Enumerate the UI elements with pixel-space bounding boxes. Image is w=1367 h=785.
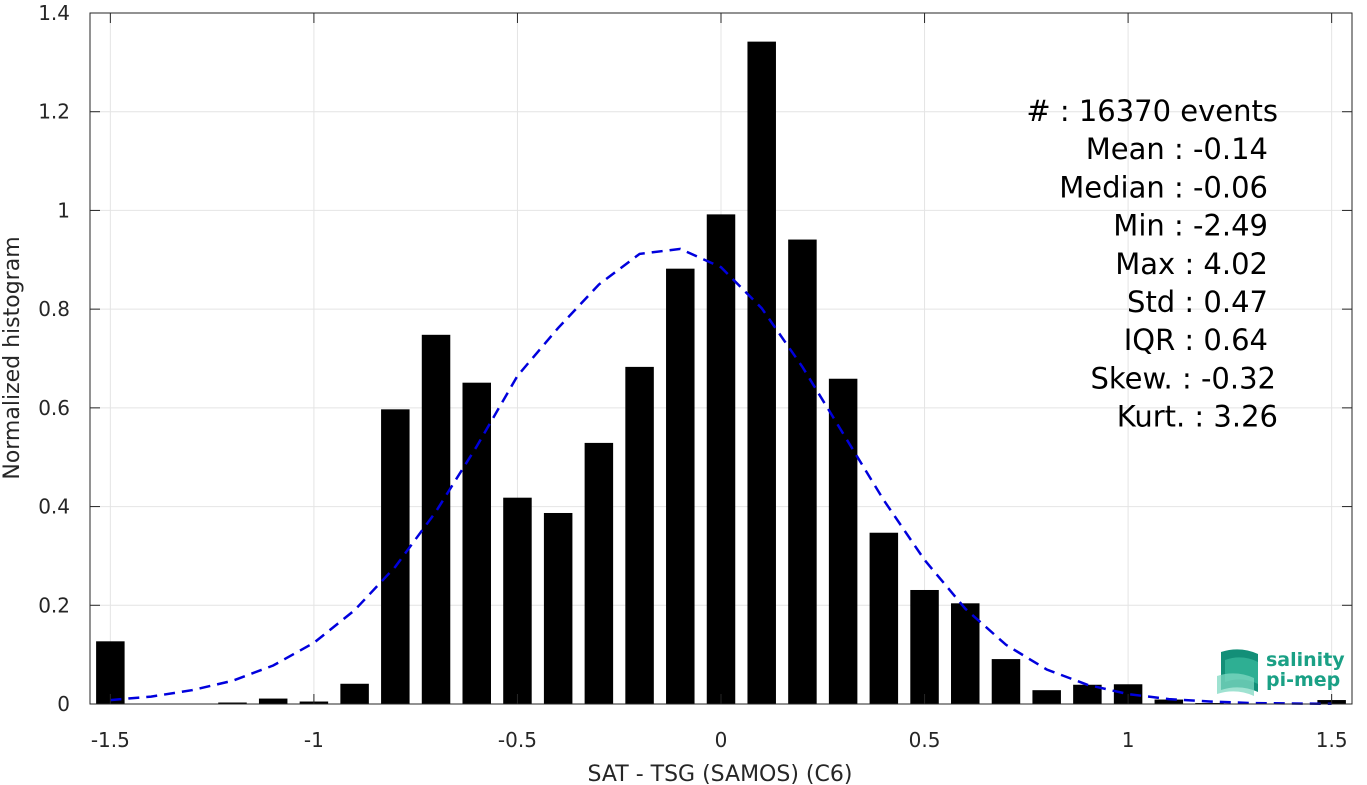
- histogram-bar-24: [1073, 684, 1102, 704]
- x-tick-label-0: -1.5: [91, 728, 130, 752]
- stat-line-2: Median : -0.06: [1059, 170, 1268, 204]
- x-tick-labels: -1.5 -1 -0.5 0 0.5 1 1.5: [91, 728, 1348, 752]
- statistics-annotation: # : 16370 events Mean : -0.14 Median : -0.…: [1026, 94, 1278, 434]
- histogram-bar-16: [747, 41, 776, 705]
- histogram-bar-21: [951, 603, 980, 704]
- fit-curve-line: [110, 247, 1332, 706]
- histogram-bar-13: [625, 366, 654, 704]
- salinity-pi-mep-logo: salinity pi-mep: [1217, 649, 1345, 696]
- histogram-bar-18: [828, 378, 858, 704]
- histogram-bar-26: [1154, 699, 1184, 704]
- stat-line-7: Skew. : -0.32: [1090, 361, 1276, 395]
- stat-line-4: Max : 4.02: [1115, 247, 1268, 281]
- histogram-bar-8: [421, 334, 451, 704]
- histogram-bar-6: [340, 683, 369, 704]
- histogram-bar-12: [584, 442, 614, 704]
- x-tick-label-1: -1: [304, 728, 324, 752]
- histogram-bar-11: [543, 512, 573, 704]
- histogram-bar-17: [788, 239, 817, 704]
- histogram-bar-3: [218, 702, 247, 704]
- x-tick-label-2: -0.5: [498, 728, 537, 752]
- histogram-bar-22: [991, 659, 1021, 704]
- histogram-bar-20: [910, 589, 939, 704]
- plot-axes: [89, 12, 1353, 705]
- histogram-bar-0: [96, 641, 125, 704]
- y-axis-label: Normalized histogram: [0, 236, 25, 479]
- stat-line-8: Kurt. : 3.26: [1117, 400, 1278, 434]
- stat-line-3: Min : -2.49: [1113, 209, 1268, 243]
- logo-line1: salinity: [1266, 649, 1345, 671]
- logo-mark-icon: [1217, 649, 1258, 696]
- y-tick-label-7: 1.4: [38, 1, 70, 25]
- histogram-bar-7: [381, 409, 410, 704]
- y-tick-label-6: 1.2: [38, 100, 70, 124]
- x-tick-label-5: 1: [1122, 728, 1135, 752]
- histogram-bar-23: [1032, 690, 1061, 704]
- histogram-bar-15: [706, 214, 736, 704]
- histogram-bar-19: [869, 532, 899, 704]
- x-axis-label: SAT - TSG (SAMOS) (C6): [588, 762, 853, 785]
- histogram-bar-10: [503, 497, 532, 704]
- logo-line2: pi-mep: [1266, 669, 1340, 691]
- y-tick-label-3: 0.6: [38, 396, 70, 420]
- y-tick-label-1: 0.2: [38, 593, 70, 617]
- histogram-bars: [96, 41, 1346, 705]
- histogram-bar-14: [666, 268, 695, 704]
- x-tick-label-3: 0: [715, 728, 728, 752]
- y-tick-labels: 0 0.2 0.4 0.6 0.8 1 1.2 1.4: [38, 1, 70, 716]
- x-tick-label-6: 1.5: [1316, 728, 1348, 752]
- stat-line-0: # : 16370 events: [1026, 94, 1278, 128]
- stat-line-5: Std : 0.47: [1127, 285, 1268, 319]
- stat-line-1: Mean : -0.14: [1086, 132, 1268, 166]
- y-tick-label-2: 0.4: [38, 495, 70, 519]
- stat-line-6: IQR : 0.64: [1124, 323, 1268, 357]
- y-tick-label-5: 1: [57, 198, 70, 222]
- y-tick-label-0: 0: [57, 692, 70, 716]
- y-tick-label-4: 0.8: [38, 297, 70, 321]
- histogram-bar-9: [462, 382, 491, 704]
- x-tick-label-4: 0.5: [909, 728, 941, 752]
- fit-curve: [110, 247, 1332, 706]
- histogram-bar-4: [258, 698, 288, 704]
